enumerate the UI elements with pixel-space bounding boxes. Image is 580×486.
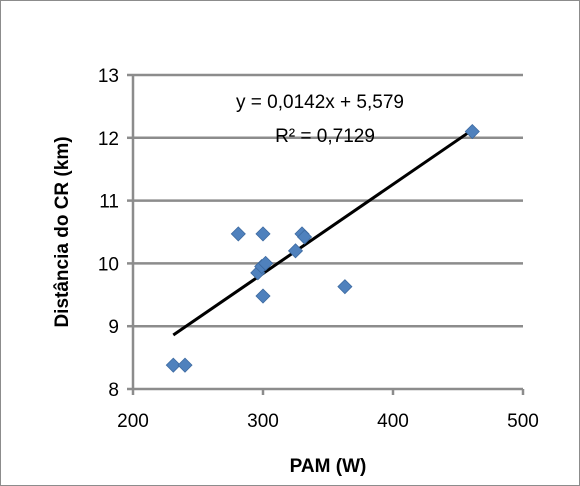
trendline-group [172, 128, 474, 337]
trendline [172, 128, 474, 337]
y-tick-label-13: 13 [98, 66, 119, 87]
data-point-6 [255, 226, 271, 242]
x-tick-label-200: 200 [117, 411, 149, 432]
trendline-equation: y = 0,0142x + 5,579 [236, 92, 404, 113]
data-point-13 [464, 123, 480, 140]
y-tick-labels: 8 9 10 11 12 13 [98, 66, 119, 401]
y-tick-label-10: 10 [98, 254, 119, 275]
data-point-3 [230, 226, 246, 242]
y-tick-label-12: 12 [98, 129, 119, 150]
y-tick-label-9: 9 [108, 317, 119, 338]
trendline-r2: R² = 0,7129 [275, 126, 375, 147]
data-point-9 [287, 243, 304, 259]
data-points [165, 123, 480, 373]
x-tick-labels: 200 300 400 500 [117, 411, 539, 432]
gridlines [127, 73, 525, 395]
x-tick-label-400: 400 [377, 411, 409, 432]
data-point-8 [258, 255, 274, 271]
data-point-7 [255, 288, 271, 304]
x-tick-label-300: 300 [247, 411, 279, 432]
y-axis-label: Distância do CR (km) [52, 136, 73, 327]
data-point-1 [165, 357, 181, 373]
data-point-12 [337, 279, 353, 295]
y-tick-label-11: 11 [99, 192, 119, 213]
data-point-2 [177, 357, 193, 373]
x-tick-label-500: 500 [507, 411, 539, 432]
data-point-11 [297, 229, 313, 245]
x-axis-label: PAM (W) [290, 456, 367, 477]
y-tick-label-8: 8 [108, 380, 119, 401]
